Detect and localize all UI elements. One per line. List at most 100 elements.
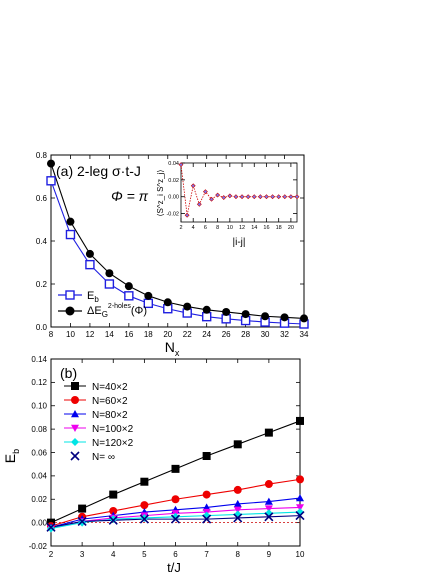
inset-data-point bbox=[215, 192, 221, 198]
data-point-series-1 bbox=[296, 475, 304, 484]
legend-label-2: N=80×2 bbox=[92, 410, 128, 421]
data-point-series-5 bbox=[264, 512, 274, 522]
legend-marker-deltaeg bbox=[65, 306, 75, 316]
y-tick-label: 0.06 bbox=[31, 448, 47, 457]
y-tick-label: 0.4 bbox=[36, 237, 48, 246]
panel-a-ticks: 8 10 12 14 16 18 20 22 24 26 28 30 32 340.00.20.40.60… bbox=[36, 151, 309, 339]
data-point-series-5 bbox=[46, 522, 56, 532]
data-point-series-5 bbox=[233, 513, 243, 523]
data-point-series-0 bbox=[264, 428, 273, 437]
data-point-deltaeg bbox=[124, 282, 133, 291]
x-tick-label: 4 bbox=[192, 225, 195, 231]
y-tick-label: 0.8 bbox=[36, 151, 48, 160]
x-tick-label: 8 bbox=[216, 225, 219, 231]
data-point-series-1 bbox=[171, 495, 180, 504]
data-point-series-5 bbox=[295, 511, 305, 521]
inset-data-point bbox=[178, 162, 184, 168]
data-point-series-0 bbox=[140, 477, 149, 486]
x-tick-label: 10 bbox=[227, 225, 233, 231]
panel-b-ylabel: Eb bbox=[2, 449, 21, 463]
inset-ylabel: ⟨S^z_i S^z_j⟩ bbox=[156, 169, 165, 216]
data-point-eb bbox=[104, 279, 115, 289]
legend-marker-eb bbox=[65, 290, 75, 300]
inset-data-point bbox=[233, 194, 239, 200]
data-point-deltaeg bbox=[144, 291, 153, 300]
x-tick-label: 9 bbox=[267, 550, 272, 559]
data-point-series-5 bbox=[108, 515, 118, 525]
legend-label-4: N=120×2 bbox=[92, 438, 134, 449]
data-point-deltaeg bbox=[300, 314, 308, 323]
x-tick-label: 14 bbox=[105, 330, 114, 339]
data-point-series-4 bbox=[109, 515, 118, 524]
inset-data-point bbox=[270, 194, 276, 200]
x-tick-label: 5 bbox=[142, 550, 147, 559]
data-point-series-4 bbox=[140, 513, 149, 522]
data-point-series-1 bbox=[140, 501, 149, 510]
data-point-eb bbox=[46, 176, 56, 186]
data-point-deltaeg bbox=[183, 302, 192, 311]
panel-a-xlabel: Nx bbox=[165, 339, 180, 358]
data-point-series-5 bbox=[170, 514, 181, 524]
y-tick-label: 0.08 bbox=[31, 425, 47, 434]
data-point-deltaeg bbox=[163, 298, 172, 307]
y-tick-label: 0.12 bbox=[31, 378, 47, 387]
data-point-series-4 bbox=[78, 518, 87, 527]
data-point-deltaeg bbox=[222, 307, 231, 316]
legend-marker-5 bbox=[70, 451, 80, 461]
y-tick-label: 0.00 bbox=[168, 195, 179, 201]
data-point-series-0 bbox=[296, 416, 304, 425]
inset-data-point bbox=[294, 194, 300, 200]
data-point-series-0 bbox=[109, 490, 118, 499]
x-tick-label: 12 bbox=[85, 330, 94, 339]
panel-b-label: (b) bbox=[60, 365, 77, 381]
inset-marks bbox=[178, 162, 300, 218]
inset-data-point bbox=[282, 194, 288, 200]
y-tick-label: 0.10 bbox=[31, 402, 47, 411]
panel-b-legend: N=40×2 N=60×2 N=80×2 N=100×2 N=120×2 N= ∞ bbox=[64, 382, 134, 463]
data-point-series-3 bbox=[296, 504, 304, 512]
legend-label-3: N=100×2 bbox=[92, 424, 134, 435]
panel-b: 2 3 4 5 6 7 8 9 10 -0.02 0.00 0.02 0.04 0.06 0.08 0.10 0… bbox=[2, 355, 305, 575]
inset-data-point bbox=[221, 195, 227, 200]
inset-data-point bbox=[276, 194, 282, 200]
data-point-series-0 bbox=[171, 464, 180, 473]
x-tick-label: 14 bbox=[251, 225, 257, 231]
data-point-eb bbox=[124, 291, 134, 301]
x-tick-label: 6 bbox=[204, 225, 207, 231]
data-point-series-2 bbox=[202, 503, 211, 511]
data-point-series-4 bbox=[47, 524, 55, 533]
legend-marker-4 bbox=[71, 438, 79, 446]
y-tick-label: 0.6 bbox=[36, 194, 48, 203]
data-point-deltaeg bbox=[261, 312, 270, 321]
inset-data-point bbox=[190, 183, 196, 189]
x-tick-label: 22 bbox=[183, 330, 192, 339]
x-tick-label: 20 bbox=[288, 225, 294, 231]
x-tick-label: 8 bbox=[236, 550, 241, 559]
panel-b-xlabel: t/J bbox=[167, 560, 181, 575]
x-tick-label: 8 bbox=[49, 330, 54, 339]
data-point-deltaeg bbox=[85, 249, 94, 258]
x-tick-label: 18 bbox=[276, 225, 282, 231]
data-point-series-5 bbox=[139, 514, 149, 524]
x-tick-label: 34 bbox=[300, 330, 309, 339]
inset-data-point bbox=[227, 193, 233, 199]
x-tick-label: 10 bbox=[66, 330, 75, 339]
data-point-deltaeg bbox=[66, 217, 75, 226]
data-point-series-0 bbox=[202, 452, 211, 461]
data-point-eb bbox=[221, 314, 231, 324]
data-point-eb bbox=[85, 259, 95, 270]
x-tick-label: 4 bbox=[111, 550, 116, 559]
x-tick-label: 30 bbox=[261, 330, 270, 339]
x-tick-label: 7 bbox=[204, 550, 209, 559]
x-tick-label: 32 bbox=[280, 330, 289, 339]
data-point-series-5 bbox=[77, 516, 87, 527]
inset-data-point bbox=[245, 194, 251, 200]
x-tick-label: 16 bbox=[124, 330, 133, 339]
data-point-series-1 bbox=[233, 485, 242, 494]
y-tick-label: -0.02 bbox=[29, 542, 48, 551]
data-point-series-2 bbox=[296, 494, 304, 502]
data-point-eb bbox=[65, 229, 76, 240]
data-point-deltaeg bbox=[105, 269, 114, 278]
data-point-series-3 bbox=[233, 506, 242, 514]
